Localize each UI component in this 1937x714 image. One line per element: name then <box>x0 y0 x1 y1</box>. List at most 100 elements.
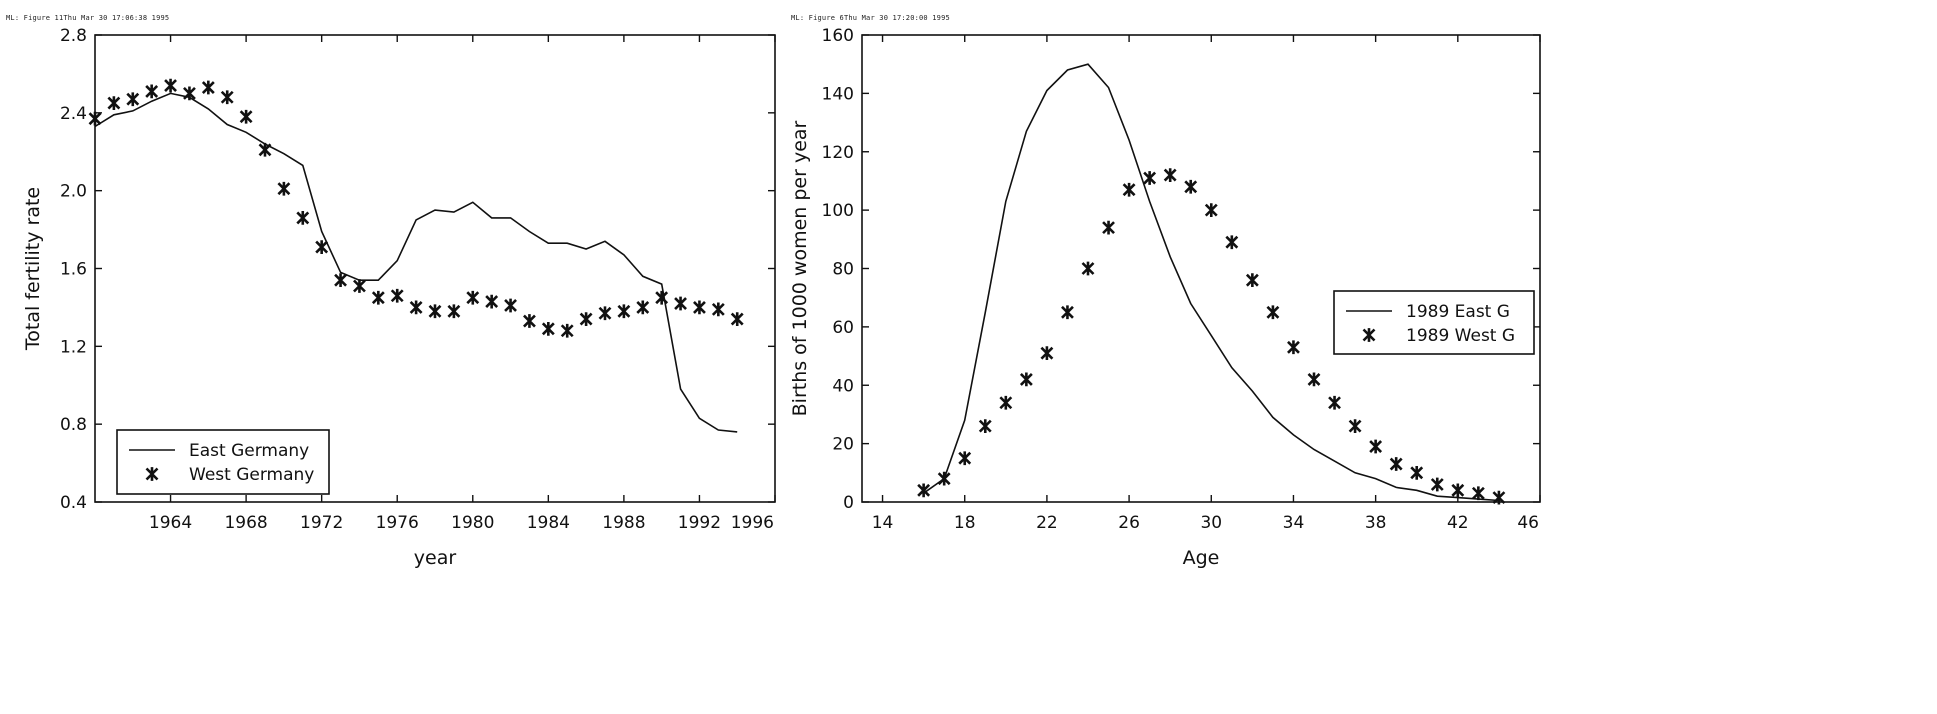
plot-frame-1 <box>861 34 1541 503</box>
series-marker-1-1-4 <box>999 395 1013 410</box>
series-marker-1-1-27 <box>1471 486 1485 501</box>
series-marker-0-1-20 <box>466 290 480 305</box>
y-tick-label-0-1: 0.8 <box>60 415 87 435</box>
right-figure-header: ML: Figure 6Thu Mar 30 17:20:00 1995 <box>791 14 950 22</box>
series-marker-0-1-6 <box>201 80 215 95</box>
series-marker-0-1-13 <box>334 273 347 288</box>
x-tick-label-0-1: 1968 <box>224 513 267 533</box>
series-marker-0-1-25 <box>560 323 574 338</box>
legend-label-1-0: 1989 East G <box>1406 302 1510 322</box>
x-axis-label-0: year <box>414 547 457 569</box>
y-tick-label-1-1: 20 <box>832 435 854 455</box>
series-marker-0-1-27 <box>598 306 612 321</box>
series-marker-0-1-22 <box>504 298 517 313</box>
series-marker-0-1-23 <box>523 314 536 328</box>
x-tick-label-1-6: 38 <box>1365 513 1387 533</box>
x-tick-label-1-8: 46 <box>1517 513 1539 533</box>
series-marker-0-1-8 <box>239 109 253 124</box>
y-tick-label-1-7: 140 <box>822 84 854 104</box>
y-tick-label-1-4: 80 <box>832 260 854 280</box>
legend-label-1-1: 1989 West G <box>1406 326 1515 346</box>
series-marker-1-1-12 <box>1163 168 1177 182</box>
series-marker-0-1-26 <box>579 312 593 326</box>
series-line-1-0 <box>923 63 1499 502</box>
series-marker-1-1-20 <box>1328 395 1341 410</box>
series-marker-0-1-30 <box>655 290 669 305</box>
series-marker-1-1-19 <box>1307 372 1321 387</box>
y-tick-label-0-3: 1.6 <box>60 260 87 280</box>
series-marker-0-1-34 <box>730 312 744 326</box>
series-marker-1-1-0 <box>917 483 931 498</box>
y-tick-label-0-0: 0.4 <box>60 493 87 513</box>
series-marker-1-1-11 <box>1143 171 1157 185</box>
legend-marker-swatch-1-1 <box>1362 328 1376 342</box>
x-tick-label-0-4: 1980 <box>451 513 494 533</box>
x-tick-label-0-6: 1988 <box>602 513 645 533</box>
y-tick-label-0-4: 2.0 <box>60 182 87 202</box>
x-tick-label-0-7: 1992 <box>678 513 721 533</box>
series-marker-0-1-3 <box>145 84 159 99</box>
series-marker-0-1-31 <box>674 296 687 311</box>
series-marker-0-1-33 <box>711 302 725 317</box>
series-marker-0-1-10 <box>277 181 291 196</box>
legend-label-0-1: West Germany <box>189 465 314 485</box>
x-tick-label-1-4: 30 <box>1200 513 1222 533</box>
y-tick-label-1-6: 120 <box>822 143 854 163</box>
legend-box-0 <box>116 429 330 495</box>
series-marker-1-1-13 <box>1184 179 1198 194</box>
x-tick-label-1-5: 34 <box>1283 513 1305 533</box>
x-tick-label-0-0: 1964 <box>149 513 192 533</box>
series-line-0-0 <box>94 92 738 433</box>
legend-box-1 <box>1333 290 1535 355</box>
y-axis-label-0: Total fertility rate <box>22 187 44 351</box>
series-marker-1-1-1 <box>937 471 951 486</box>
series-marker-1-1-28 <box>1492 490 1506 505</box>
y-tick-label-1-8: 160 <box>822 26 854 46</box>
series-marker-1-1-16 <box>1245 273 1259 288</box>
x-tick-label-0-8: 1996 <box>731 513 774 533</box>
series-marker-0-1-4 <box>164 78 177 93</box>
series-marker-0-1-12 <box>315 240 329 254</box>
series-marker-1-1-14 <box>1204 203 1218 217</box>
series-marker-1-1-10 <box>1122 182 1136 197</box>
x-tick-label-0-5: 1984 <box>527 513 570 533</box>
series-marker-1-1-7 <box>1061 305 1074 320</box>
series-marker-1-1-25 <box>1430 477 1444 492</box>
series-marker-0-1-32 <box>693 300 706 315</box>
series-marker-0-1-18 <box>428 304 442 319</box>
series-marker-0-1-19 <box>447 304 461 319</box>
series-marker-1-1-3 <box>978 419 992 433</box>
y-tick-label-1-3: 60 <box>832 318 854 338</box>
series-marker-1-1-8 <box>1081 261 1095 276</box>
x-tick-label-1-0: 14 <box>872 513 894 533</box>
series-marker-0-1-0 <box>88 111 102 126</box>
series-marker-0-1-24 <box>541 321 555 336</box>
series-marker-0-1-21 <box>485 294 499 309</box>
series-marker-1-1-23 <box>1389 457 1403 471</box>
x-tick-label-1-7: 42 <box>1447 513 1469 533</box>
series-marker-0-1-2 <box>126 92 140 107</box>
series-marker-0-1-29 <box>636 300 650 315</box>
series-marker-1-1-15 <box>1225 235 1239 250</box>
series-marker-1-1-21 <box>1348 419 1362 433</box>
x-tick-label-0-2: 1972 <box>300 513 343 533</box>
y-tick-label-0-6: 2.8 <box>60 26 87 46</box>
x-tick-label-0-3: 1976 <box>376 513 419 533</box>
series-marker-1-1-18 <box>1287 340 1300 355</box>
y-tick-label-0-2: 1.2 <box>60 337 87 357</box>
series-marker-0-1-1 <box>107 96 121 110</box>
series-marker-1-1-6 <box>1040 346 1054 361</box>
legend-label-0-0: East Germany <box>189 441 309 461</box>
series-marker-0-1-11 <box>296 211 310 225</box>
series-marker-0-1-7 <box>220 90 234 105</box>
series-marker-1-1-2 <box>958 451 972 466</box>
series-marker-0-1-5 <box>183 86 196 101</box>
series-marker-1-1-26 <box>1451 483 1465 498</box>
series-marker-1-1-22 <box>1369 439 1383 454</box>
series-marker-0-1-15 <box>371 290 385 305</box>
series-marker-1-1-9 <box>1102 220 1115 235</box>
series-marker-1-1-5 <box>1019 372 1033 387</box>
series-marker-0-1-16 <box>390 288 404 303</box>
series-marker-0-1-17 <box>409 300 423 315</box>
